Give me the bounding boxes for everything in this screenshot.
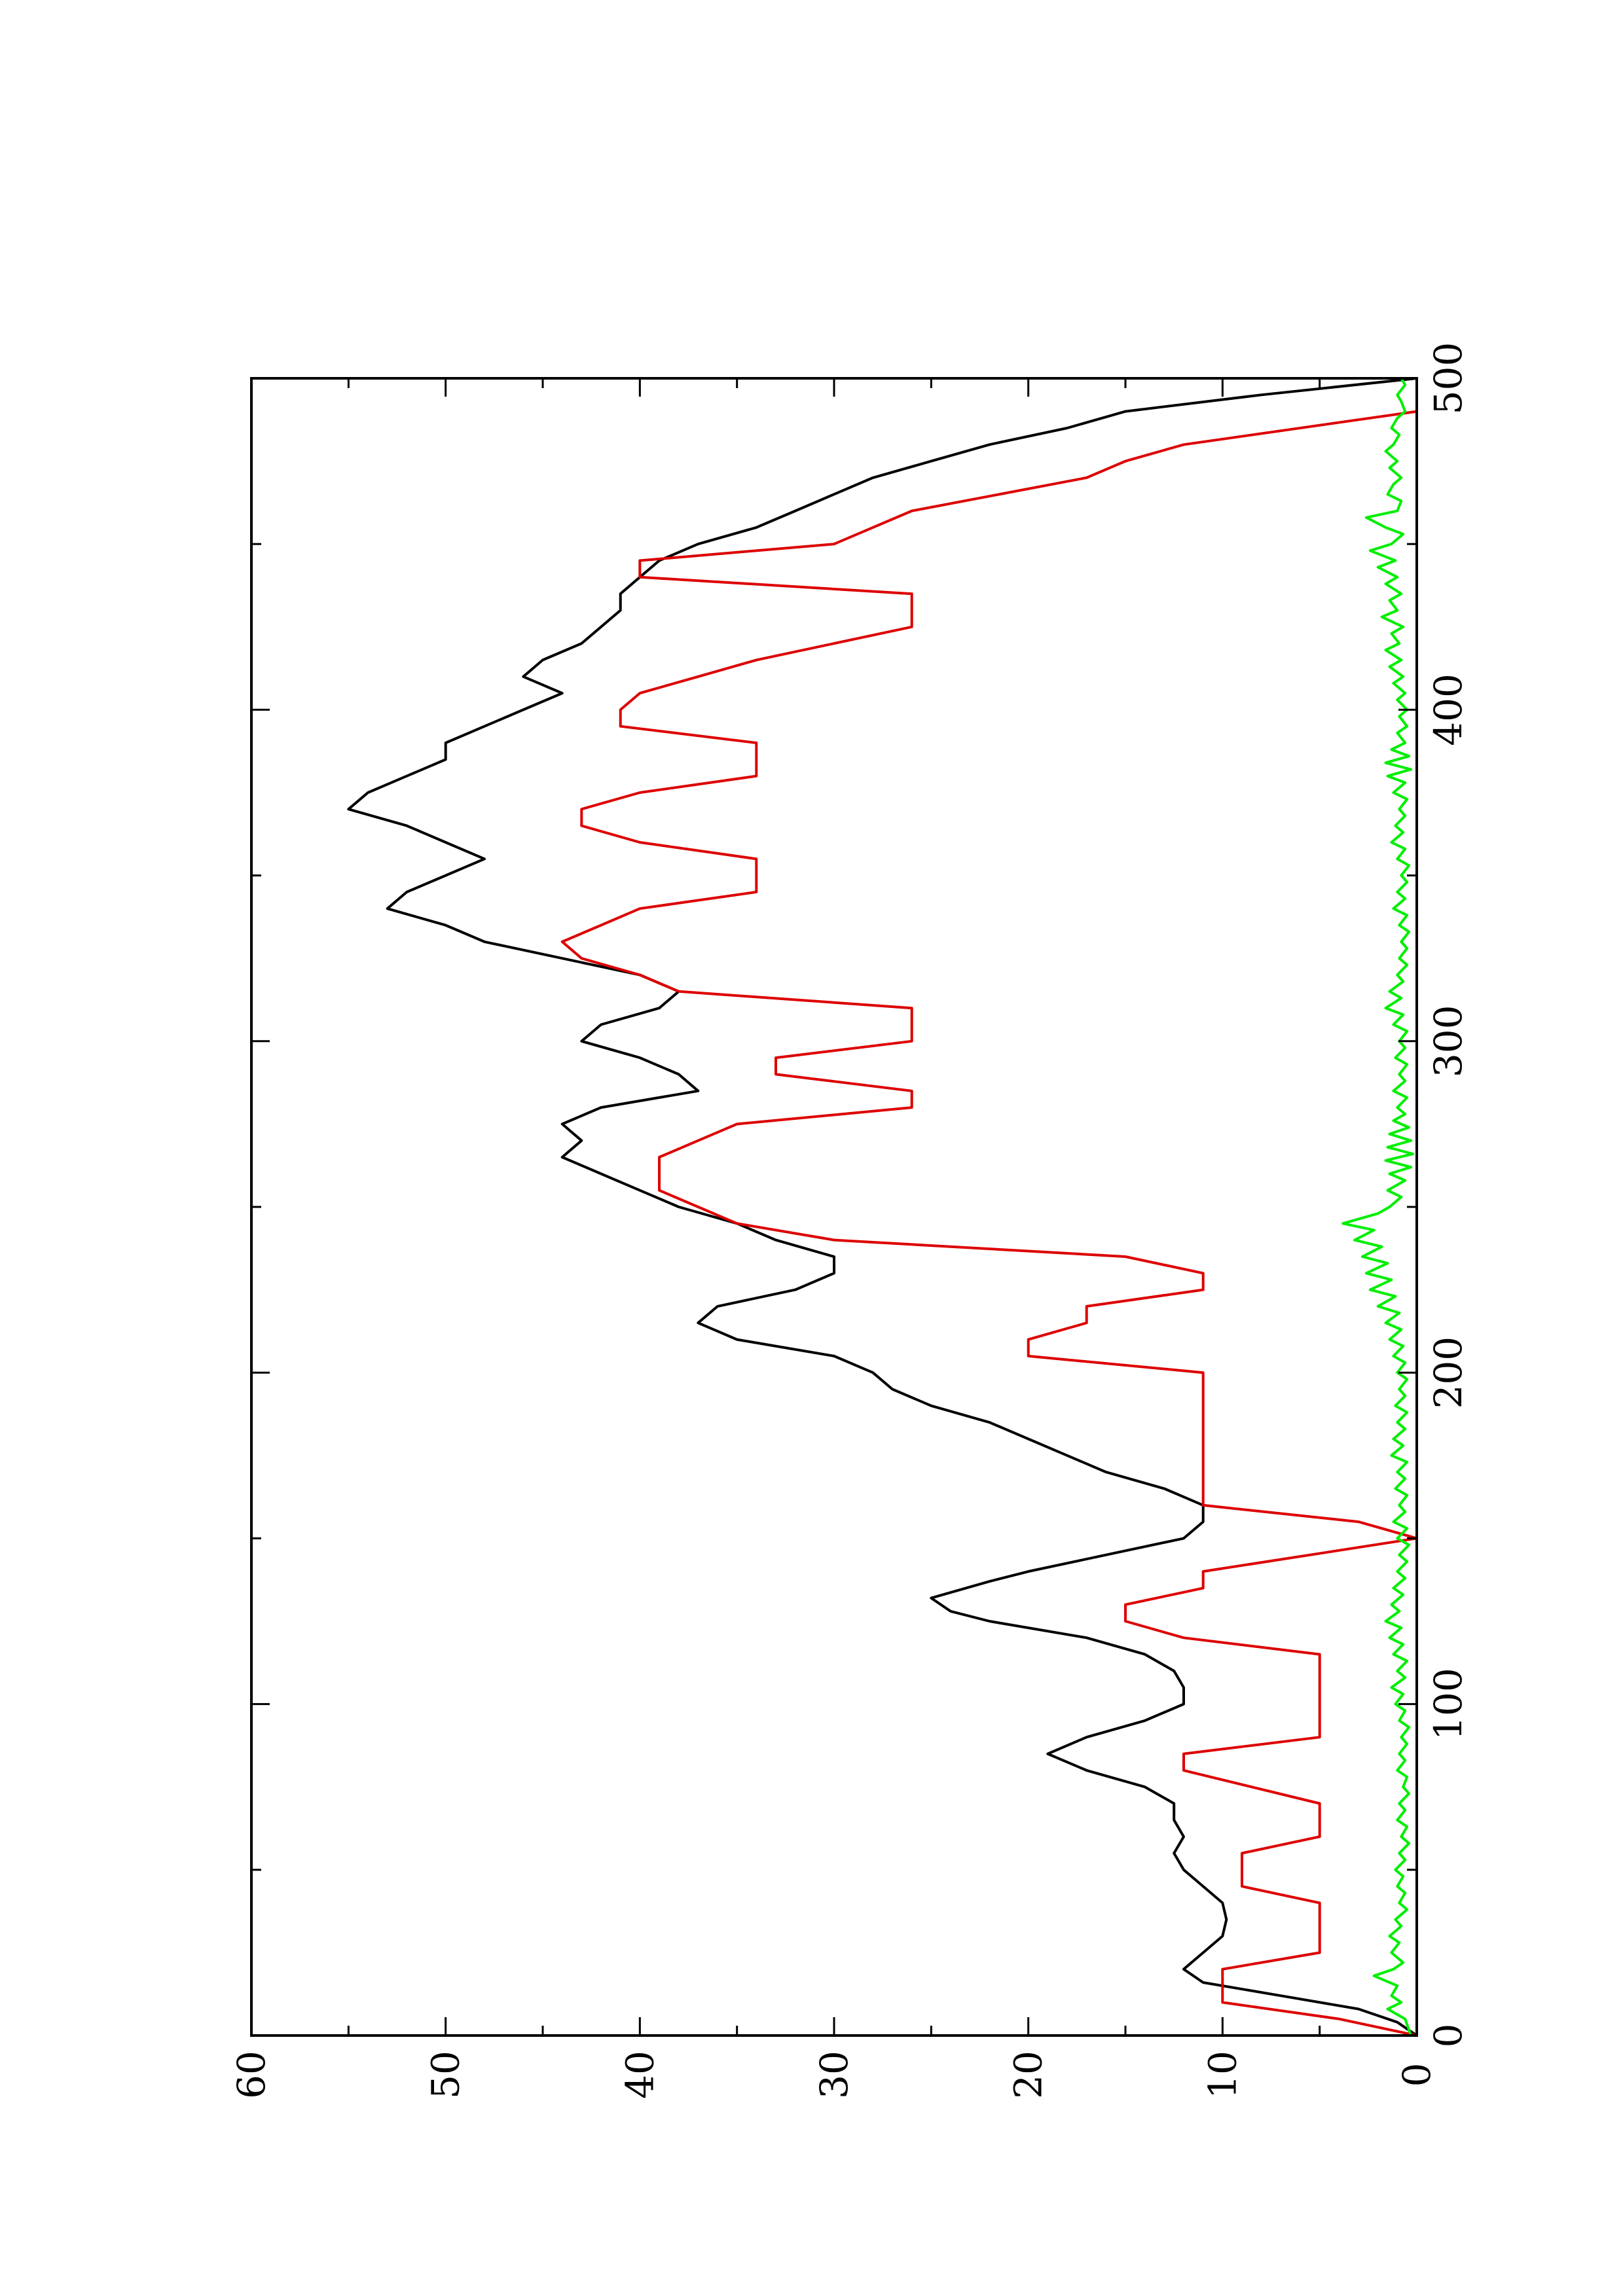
y-tick-label: 20 bbox=[1006, 2051, 1051, 2099]
series-layer bbox=[347, 377, 1418, 2037]
y-tick-label: 50 bbox=[424, 2051, 468, 2099]
x-tick-label: 0 bbox=[1426, 2024, 1470, 2048]
x-tick-label: 400 bbox=[1426, 673, 1470, 746]
tick-labels-layer: 0 100 200 300 400 500 0 10 20 30 40 50 60 bbox=[229, 342, 1470, 2099]
y-tick-label: 60 bbox=[229, 2051, 274, 2099]
x-tick-label: 100 bbox=[1426, 1668, 1470, 1740]
series-line-3 bbox=[1341, 377, 1415, 2036]
y-tick-label: 30 bbox=[812, 2051, 856, 2099]
series-line-2 bbox=[560, 378, 1418, 2037]
y-tick-label: 10 bbox=[1200, 2051, 1245, 2099]
y-tick-label: 0 bbox=[1395, 2063, 1439, 2087]
x-tick-label: 300 bbox=[1426, 1005, 1470, 1077]
x-tick-label: 200 bbox=[1426, 1336, 1470, 1409]
plot-frame bbox=[250, 377, 1418, 2037]
y-tick-label: 40 bbox=[617, 2051, 662, 2099]
x-tick-label: 500 bbox=[1426, 342, 1470, 415]
